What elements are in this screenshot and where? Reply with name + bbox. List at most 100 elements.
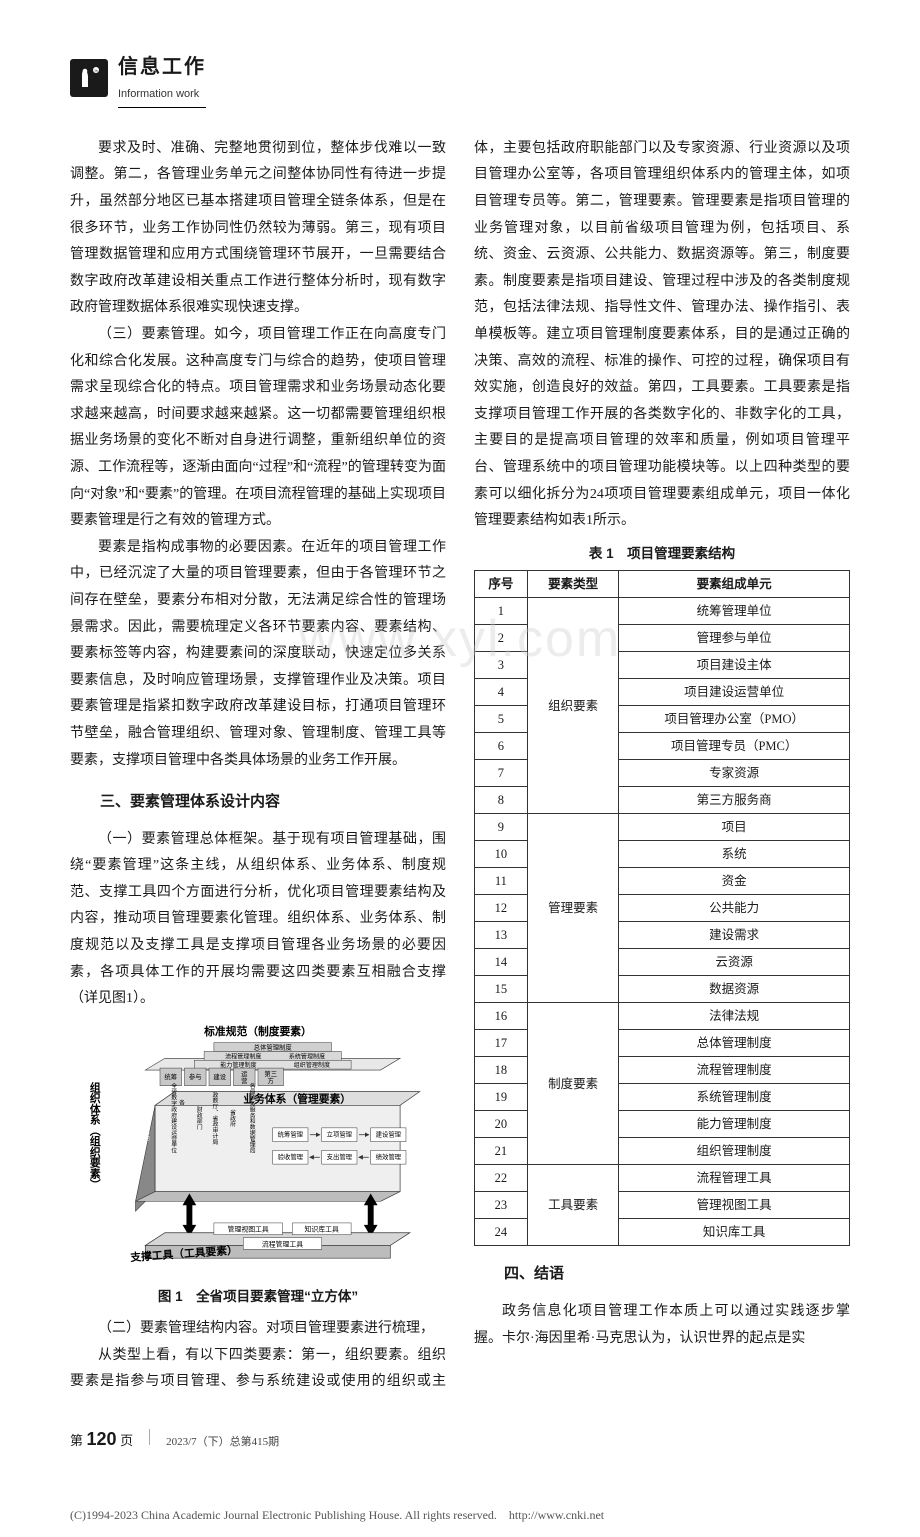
body-paragraph: 要素是指构成事物的必要因素。在近年的项目管理工作中，已经沉淀了大量的项目管理要素… bbox=[70, 535, 446, 774]
page-number: 120 bbox=[87, 1429, 117, 1449]
svg-text:统筹管理: 统筹管理 bbox=[278, 1129, 304, 1138]
svg-text:第三方资源池: 第三方资源池 bbox=[142, 1104, 149, 1140]
page-footer: 第 120 页 2023/7（下）总第415期 bbox=[70, 1422, 850, 1456]
svg-text:业务体系（管理要素）: 业务体系（管理要素） bbox=[243, 1092, 351, 1105]
table-cell-seq: 15 bbox=[475, 976, 528, 1003]
table-1: 序号 要素类型 要素组成单元 1组织要素统筹管理单位2管理参与单位3项目建设主体… bbox=[474, 570, 850, 1246]
table-cell-unit: 知识库工具 bbox=[619, 1219, 850, 1246]
table-cell-unit: 资金 bbox=[619, 868, 850, 895]
table-cell-seq: 22 bbox=[475, 1165, 528, 1192]
svg-text:流程管理制度: 流程管理制度 bbox=[225, 1052, 261, 1060]
table-cell-unit: 项目管理专员（PMC） bbox=[619, 733, 850, 760]
page-number-prefix: 第 bbox=[70, 1433, 83, 1448]
figure-1-caption: 图 1 全省项目要素管理“立方体” bbox=[70, 1284, 446, 1310]
svg-text:方: 方 bbox=[268, 1076, 274, 1085]
table-cell-unit: 数据资源 bbox=[619, 976, 850, 1003]
svg-text:建设管理: 建设管理 bbox=[376, 1129, 402, 1138]
table-cell-seq: 19 bbox=[475, 1084, 528, 1111]
table-cell-unit: 法律法规 bbox=[619, 1003, 850, 1030]
table-cell-type: 管理要素 bbox=[527, 814, 619, 1003]
table-cell-seq: 5 bbox=[475, 706, 528, 733]
table-cell-seq: 17 bbox=[475, 1030, 528, 1057]
table-cell-unit: 项目 bbox=[619, 814, 850, 841]
table-cell-seq: 21 bbox=[475, 1138, 528, 1165]
table-cell-seq: 12 bbox=[475, 895, 528, 922]
svg-text:组织管理制度: 组织管理制度 bbox=[294, 1061, 330, 1069]
table-cell-unit: 云资源 bbox=[619, 949, 850, 976]
footer-divider bbox=[149, 1429, 150, 1445]
table-cell-seq: 13 bbox=[475, 922, 528, 949]
svg-text:各级政务服务和数据管理局: 各级政务服务和数据管理局 bbox=[248, 1082, 255, 1155]
table-cell-unit: 项目管理办公室（PMO） bbox=[619, 706, 850, 733]
table-cell-type: 组织要素 bbox=[527, 598, 619, 814]
table-cell-seq: 24 bbox=[475, 1219, 528, 1246]
table-cell-seq: 20 bbox=[475, 1111, 528, 1138]
table-cell-seq: 4 bbox=[475, 679, 528, 706]
svg-text:系统管理制度: 系统管理制度 bbox=[289, 1052, 325, 1060]
table-cell-seq: 3 bbox=[475, 652, 528, 679]
svg-text:参与: 参与 bbox=[189, 1072, 202, 1081]
copyright-link[interactable]: http://www.cnki.net bbox=[509, 1508, 604, 1522]
body-paragraph: 政务信息化项目管理工作本质上可以通过实践逐步掌握。卡尔·海因里希·马克思认为，认… bbox=[474, 1299, 850, 1352]
svg-text:验收管理: 验收管理 bbox=[278, 1152, 304, 1161]
svg-text:立项管理: 立项管理 bbox=[327, 1129, 353, 1138]
table-cell-unit: 能力管理制度 bbox=[619, 1111, 850, 1138]
table-cell-unit: 专家资源 bbox=[619, 760, 850, 787]
body-paragraph: （一）要素管理总体框架。基于现有项目管理基础，围绕“要素管理”这条主线，从组织体… bbox=[70, 827, 446, 1013]
svg-text:第三: 第三 bbox=[264, 1069, 277, 1078]
section-title-cn: 信息工作 bbox=[118, 48, 206, 86]
table-cell-unit: 项目建设主体 bbox=[619, 652, 850, 679]
table-cell-unit: 管理参与单位 bbox=[619, 625, 850, 652]
table-cell-unit: 总体管理制度 bbox=[619, 1030, 850, 1057]
copyright-text: (C)1994-2023 China Academic Journal Elec… bbox=[70, 1508, 497, 1522]
body-paragraph: 要求及时、准确、完整地贯彻到位，整体步伐难以一致调整。第二，各管理业务单元之间整… bbox=[70, 136, 446, 322]
table-cell-unit: 系统 bbox=[619, 841, 850, 868]
table-cell-seq: 6 bbox=[475, 733, 528, 760]
page-header: % 信息工作 Information work bbox=[70, 48, 850, 108]
svg-text:运: 运 bbox=[241, 1070, 248, 1078]
table-cell-seq: 7 bbox=[475, 760, 528, 787]
svg-text:组织体系（组织要素）: 组织体系（组织要素） bbox=[88, 1081, 101, 1189]
svg-text:管理视图工具: 管理视图工具 bbox=[228, 1225, 269, 1234]
table-cell-seq: 8 bbox=[475, 787, 528, 814]
svg-text:营: 营 bbox=[241, 1076, 247, 1085]
table-cell-unit: 项目建设运营单位 bbox=[619, 679, 850, 706]
svg-text:全省数字政府建设运营单位: 全省数字政府建设运营单位 bbox=[170, 1082, 177, 1154]
copyright-line: (C)1994-2023 China Academic Journal Elec… bbox=[0, 1486, 920, 1537]
table-cell-type: 工具要素 bbox=[527, 1165, 619, 1246]
table-cell-seq: 14 bbox=[475, 949, 528, 976]
body-paragraph: （三）要素管理。如今，项目管理工作正在向高度专门化和综合化发展。这种高度专门与综… bbox=[70, 322, 446, 535]
table-header: 要素类型 bbox=[527, 571, 619, 598]
section-heading: 四、结语 bbox=[474, 1260, 850, 1289]
table-cell-unit: 组织管理制度 bbox=[619, 1138, 850, 1165]
table-cell-unit: 流程管理制度 bbox=[619, 1057, 850, 1084]
table-cell-seq: 11 bbox=[475, 868, 528, 895]
issue-info: 2023/7（下）总第415期 bbox=[166, 1432, 279, 1453]
table-cell-seq: 1 bbox=[475, 598, 528, 625]
table-cell-unit: 流程管理工具 bbox=[619, 1165, 850, 1192]
table-cell-unit: 系统管理制度 bbox=[619, 1084, 850, 1111]
figure-1: 标准规范（制度要素） 总体管理制度 流程管理制度 系统管理制度 能力管理制度 组… bbox=[70, 1023, 446, 1310]
svg-text:统筹: 统筹 bbox=[164, 1072, 177, 1081]
svg-text:支出管理: 支出管理 bbox=[327, 1152, 353, 1161]
table-cell-unit: 管理视图工具 bbox=[619, 1192, 850, 1219]
table-header: 要素组成单元 bbox=[619, 571, 850, 598]
section-heading: 三、要素管理体系设计内容 bbox=[70, 788, 446, 817]
table-1-block: 表 1 项目管理要素结构 序号 要素类型 要素组成单元 1组织要素统筹管理单位2… bbox=[474, 541, 850, 1247]
page-number-suffix: 页 bbox=[120, 1433, 133, 1448]
section-title-en: Information work bbox=[118, 84, 206, 105]
table-1-caption: 表 1 项目管理要素结构 bbox=[474, 541, 850, 567]
svg-text:绩效管理: 绩效管理 bbox=[376, 1152, 402, 1161]
table-cell-seq: 16 bbox=[475, 1003, 528, 1030]
table-cell-unit: 统筹管理单位 bbox=[619, 598, 850, 625]
svg-text:财政部门: 财政部门 bbox=[195, 1105, 202, 1131]
table-cell-seq: 2 bbox=[475, 625, 528, 652]
table-cell-seq: 9 bbox=[475, 814, 528, 841]
svg-text:知识库工具: 知识库工具 bbox=[305, 1225, 339, 1234]
svg-text:政数厅、省政审计局: 政数厅、省政审计局 bbox=[211, 1091, 218, 1146]
table-cell-type: 制度要素 bbox=[527, 1003, 619, 1165]
table-cell-seq: 18 bbox=[475, 1057, 528, 1084]
table-cell-seq: 23 bbox=[475, 1192, 528, 1219]
table-cell-unit: 公共能力 bbox=[619, 895, 850, 922]
section-icon: % bbox=[70, 59, 108, 97]
